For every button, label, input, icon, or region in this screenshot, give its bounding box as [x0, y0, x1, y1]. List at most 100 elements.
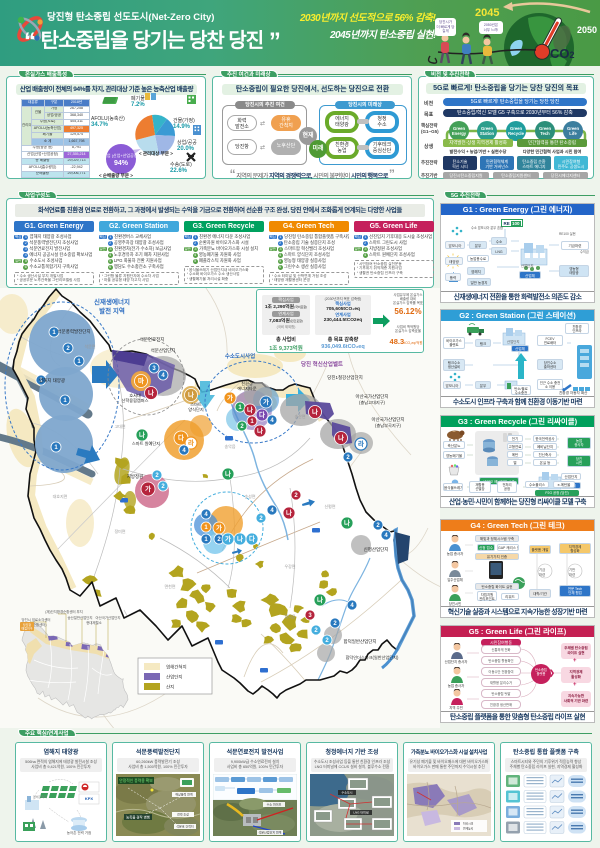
svg-text:산지: 산지 [166, 684, 174, 691]
svg-text:나: 나 [148, 388, 154, 397]
svg-text:석문산업단지 연계: 석문산업단지 연계 [259, 829, 282, 834]
svg-text:3: 3 [152, 366, 156, 372]
svg-text:매립지구: 매립지구 [21, 626, 32, 631]
svg-text:아산국가산업단지: 아산국가산업단지 [355, 393, 388, 400]
svg-text:나: 나 [317, 595, 323, 604]
svg-text:친환경: 친환경 [241, 380, 253, 386]
svg-text:2: 2 [333, 621, 337, 627]
svg-text:아산국가산업단지: 아산국가산업단지 [96, 615, 121, 620]
svg-text:1: 1 [204, 525, 208, 531]
svg-text:합덕일반산업단지: 합덕일반산업단지 [343, 638, 376, 645]
svg-text:Green: Green [481, 126, 494, 131]
svg-text:수소 파이프: 수소 파이프 [267, 801, 282, 806]
svg-text:가: 가 [263, 397, 269, 406]
svg-text:송산일반산업단지: 송산일반산업단지 [68, 615, 93, 620]
svg-text:수소도시: 수소도시 [341, 789, 352, 794]
svg-text:나: 나 [257, 426, 263, 435]
svg-text:산학융합캠퍼스: 산학융합캠퍼스 [122, 397, 149, 404]
svg-text:라: 라 [358, 439, 364, 448]
svg-text:당진 혁신산업벨트: 당진 혁신산업벨트 [301, 360, 343, 368]
svg-text:Station: Station [480, 131, 495, 136]
svg-text:석문연료전지: 석문연료전지 [140, 336, 165, 343]
svg-text:농축물 경작 병행: 농축물 경작 병행 [126, 814, 150, 819]
svg-text:나: 나 [237, 534, 243, 543]
svg-text:처리시설: 처리시설 [463, 821, 474, 825]
svg-text:우강면: 우강면 [284, 563, 295, 569]
svg-text:당진1철강산업단지: 당진1철강산업단지 [327, 374, 363, 381]
svg-text:나: 나 [344, 518, 350, 527]
svg-text:Tech: Tech [540, 131, 550, 136]
svg-text:2: 2 [155, 473, 159, 479]
svg-text:1: 1 [63, 398, 67, 404]
svg-text:나: 나 [139, 430, 145, 439]
svg-text:염해지 태양광: 염해지 태양광 [39, 377, 65, 384]
svg-text:2: 2 [217, 537, 221, 543]
svg-text:(자원순환센터): (자원순환센터) [26, 622, 47, 627]
svg-text:나: 나 [225, 469, 231, 478]
svg-text:나: 나 [338, 433, 344, 442]
svg-text:연계농지: 연계농지 [463, 826, 474, 830]
svg-text:나: 나 [247, 405, 253, 414]
svg-text:석문풍력발전단지: 석문풍력발전단지 [57, 328, 90, 335]
svg-text:1: 1 [77, 359, 81, 365]
svg-text:4: 4 [161, 373, 165, 379]
svg-text:Recycle: Recycle [508, 131, 525, 136]
svg-text:1: 1 [238, 405, 242, 411]
svg-text:당진시 의료소각센터: 당진시 의료소각센터 [21, 617, 50, 622]
svg-text:고대면: 고대면 [114, 423, 125, 429]
svg-text:정미면: 정미면 [114, 528, 125, 534]
svg-text:석문호 간척지: 석문호 간척지 [176, 823, 194, 828]
svg-text:대호지면: 대호지면 [53, 493, 68, 499]
svg-text:신평산업단지: 신평산업단지 [364, 546, 389, 553]
svg-text:아산국가산업단지: 아산국가산업단지 [371, 416, 404, 423]
svg-text:(충남고대지구): (충남고대지구) [359, 399, 386, 406]
svg-text:스마트 원예단지: 스마트 원예단지 [132, 440, 160, 447]
svg-text:2: 2 [66, 346, 70, 352]
svg-text:송악읍: 송악읍 [224, 443, 235, 449]
svg-text:2: 2 [259, 516, 263, 522]
svg-text:산업 (산업+산업공정): 산업 (산업+산업공정) [103, 152, 139, 158]
svg-text:4: 4 [182, 448, 186, 454]
svg-text:호서대: 호서대 [129, 392, 141, 399]
svg-text:1: 1 [39, 378, 43, 384]
svg-text:다: 다 [259, 410, 265, 419]
svg-text:현대제철소: 현대제철소 [86, 620, 102, 625]
svg-text:스마트: 스마트 [190, 401, 202, 408]
svg-text:나: 나 [286, 508, 292, 517]
svg-text:94%: 94% [114, 160, 129, 167]
svg-text:1: 1 [250, 419, 254, 425]
svg-text:석문산업단지: 석문산업단지 [151, 347, 176, 354]
svg-text:에너지타운: 에너지타운 [237, 385, 256, 392]
svg-text:안정적인 풍력용 확보: 안정적인 풍력용 확보 [119, 778, 153, 783]
svg-text:3: 3 [308, 613, 312, 619]
svg-text:다: 다 [178, 433, 184, 442]
svg-text:Green: Green [453, 126, 466, 131]
svg-text:신재생에너지: 신재생에너지 [94, 297, 130, 306]
svg-text:2: 2 [346, 455, 350, 461]
svg-text:LNG 터미널: LNG 터미널 [353, 809, 369, 814]
svg-text:가: 가 [145, 484, 151, 493]
svg-text:마: 마 [138, 376, 144, 385]
svg-text:(재)단지환경순환센터 부지: (재)단지환경순환센터 부지 [45, 609, 83, 614]
svg-text:4: 4 [350, 603, 354, 609]
svg-text:1: 1 [54, 445, 58, 451]
svg-text:가: 가 [227, 393, 233, 402]
svg-text:지방정원: 지방정원 [127, 473, 144, 480]
svg-text:전략 조성: 전략 조성 [177, 811, 189, 816]
svg-text:2: 2 [294, 493, 298, 499]
svg-text:양식단지: 양식단지 [188, 406, 204, 413]
svg-text:송산면: 송산면 [294, 413, 305, 419]
svg-text:가: 가 [225, 534, 231, 543]
svg-text:가: 가 [216, 523, 222, 532]
svg-text:Green: Green [510, 126, 523, 131]
svg-text:2: 2 [376, 523, 380, 529]
svg-text:염해간척지: 염해간척지 [33, 794, 47, 799]
svg-text:다: 다 [249, 534, 255, 543]
svg-text:발전 지역: 발전 지역 [99, 306, 125, 315]
svg-text:2: 2 [325, 638, 329, 644]
svg-text:Life: Life [569, 131, 577, 136]
svg-text:KPX: KPX [85, 796, 94, 801]
svg-text:산업단지: 산업단지 [166, 674, 183, 681]
svg-text:나: 나 [188, 390, 194, 399]
svg-text:신평면: 신평면 [324, 503, 335, 509]
